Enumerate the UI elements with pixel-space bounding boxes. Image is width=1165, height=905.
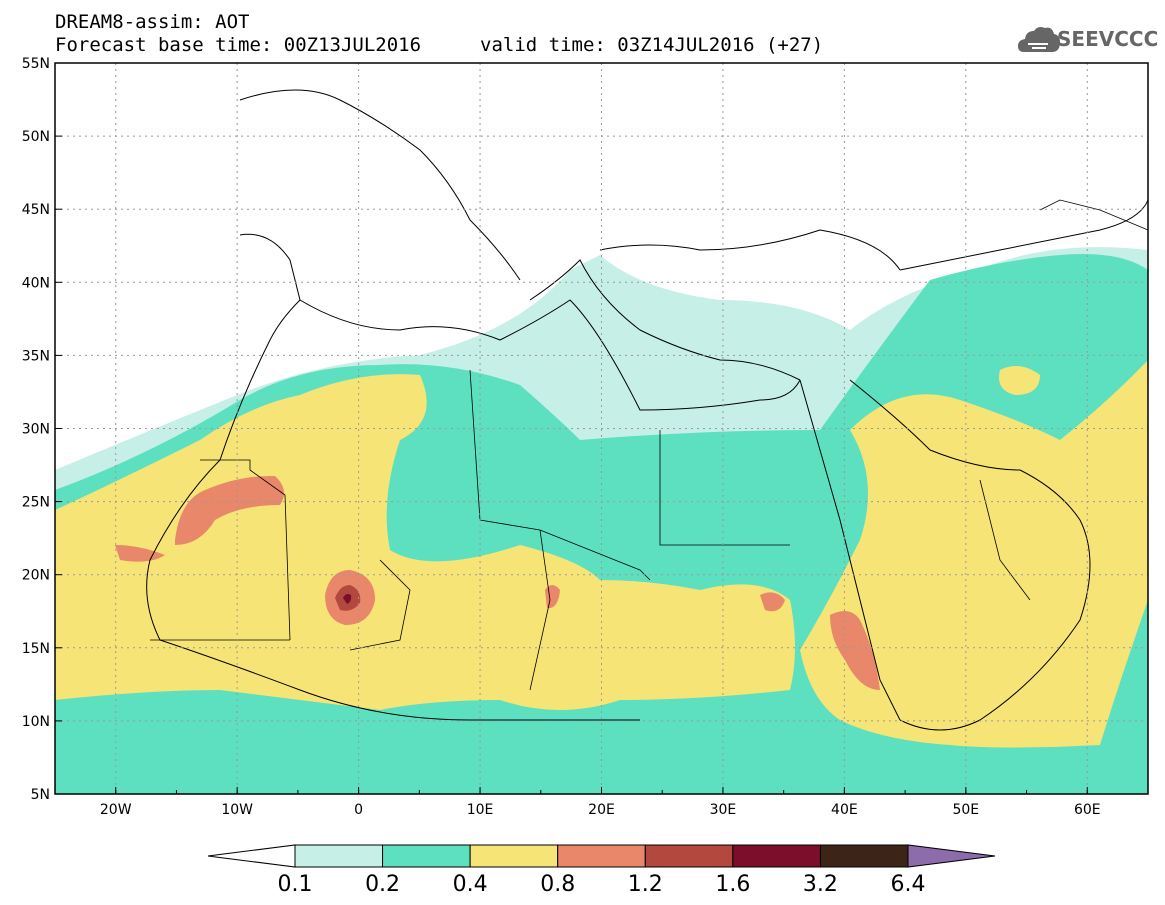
latitude-labels: 5N 10N 15N 20N 25N 30N 35N 40N 45N 50N 55N	[22, 56, 50, 803]
country-borders	[150, 199, 1148, 691]
colorbar-label: 0.2	[365, 872, 400, 897]
colorbar-over-triangle	[907, 844, 996, 868]
longitude-labels: 20W 10W 0 10E 20E 30E 40E 50E 60E	[100, 802, 1101, 818]
colorbar-box	[382, 844, 471, 868]
coastlines	[146, 89, 1148, 731]
lon-tick-label: 10W	[221, 802, 253, 818]
lon-tick-label: 20E	[588, 802, 615, 818]
colorbar-label: 0.4	[453, 872, 488, 897]
lat-tick-label: 40N	[22, 275, 50, 291]
colorbar-box	[819, 844, 909, 868]
lat-tick-label: 25N	[22, 495, 50, 511]
lat-tick-label: 10N	[22, 714, 50, 730]
lon-tick-label: 50E	[952, 802, 979, 818]
lat-tick-label: 15N	[22, 641, 50, 657]
logo-text: SEEVCCC	[1057, 27, 1159, 51]
lon-tick-label: 60E	[1074, 802, 1101, 818]
colorbar-box	[294, 844, 384, 868]
lat-tick-label: 50N	[22, 129, 50, 145]
aot-band-0.8-sudan	[760, 592, 785, 612]
colorbar-label: 6.4	[891, 872, 926, 897]
cloud-icon	[1018, 27, 1060, 52]
lat-tick-label: 5N	[31, 787, 50, 803]
aot-band-0.4-east	[800, 360, 1148, 748]
lon-tick-label: 10E	[467, 802, 494, 818]
colorbar-label: 0.1	[278, 872, 313, 897]
lat-tick-label: 45N	[22, 202, 50, 218]
colorbar-label: 3.2	[803, 872, 838, 897]
lon-tick-label: 40E	[831, 802, 858, 818]
aot-band-1.6	[343, 594, 352, 604]
lat-tick-label: 35N	[22, 348, 50, 364]
colorbar-labels: 0.1 0.2 0.4 0.8 1.2 1.6 3.2 6.4	[278, 872, 926, 897]
colorbar-box	[732, 844, 821, 868]
aot-band-0.8-mauritania	[175, 475, 284, 545]
graticule	[55, 63, 1148, 794]
lat-tick-label: 20N	[22, 568, 50, 584]
colorbar-box	[644, 844, 734, 868]
valid-time: valid time: 03Z14JUL2016 (+27)	[480, 34, 824, 56]
lat-tick-label: 30N	[22, 422, 50, 438]
lat-tick-label: 55N	[22, 56, 50, 72]
colorbar-box	[469, 844, 559, 868]
chart-title: DREAM8-assim: AOT	[55, 11, 250, 33]
colorbar	[207, 844, 996, 868]
colorbar-under-triangle	[207, 844, 296, 868]
aot-band-0.8-eritrea	[830, 611, 880, 690]
colorbar-label: 1.2	[628, 872, 663, 897]
aot-band-0.4-west	[55, 374, 795, 710]
colorbar-label: 0.8	[540, 872, 575, 897]
lon-tick-label: 0	[354, 802, 363, 818]
forecast-base-time: Forecast base time: 00Z13JUL2016	[55, 34, 422, 56]
colorbar-label: 1.6	[715, 872, 750, 897]
lon-tick-label: 20W	[100, 802, 132, 818]
axis-ticks	[54, 62, 1149, 795]
colorbar-box	[557, 844, 646, 868]
lon-tick-label: 30E	[710, 802, 737, 818]
aot-band-0.8-coast	[115, 545, 165, 562]
aot-band-0.4-iran	[999, 366, 1040, 395]
